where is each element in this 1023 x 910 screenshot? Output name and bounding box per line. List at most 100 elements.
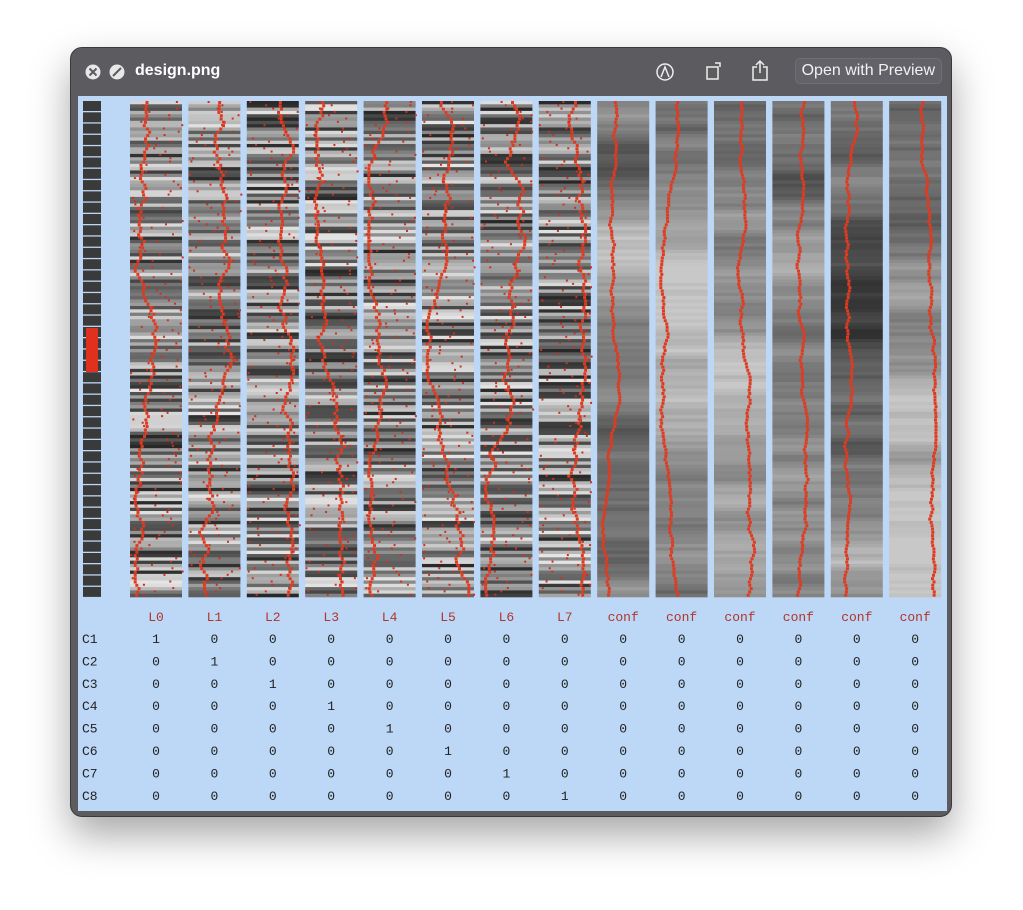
carpet-stripe bbox=[363, 315, 416, 320]
trace-dot bbox=[740, 127, 744, 131]
trace-dot bbox=[506, 587, 509, 590]
trace-dot bbox=[222, 249, 226, 253]
trace-dot bbox=[608, 474, 612, 478]
trace-dot bbox=[496, 441, 500, 445]
carpet-stripe bbox=[714, 358, 766, 363]
trace-dot bbox=[214, 524, 217, 527]
carpet-stripe bbox=[305, 177, 358, 181]
carpet-stripe bbox=[772, 527, 825, 532]
carpet-stripe bbox=[246, 246, 299, 251]
slice-cell bbox=[83, 406, 101, 417]
trace-dot bbox=[295, 180, 298, 183]
carpet-stripe bbox=[538, 216, 591, 221]
trace-dot bbox=[285, 322, 288, 325]
markup-button[interactable] bbox=[656, 63, 674, 81]
carpet-stripe bbox=[830, 236, 883, 241]
carpet-column bbox=[538, 101, 593, 598]
carpet-stripe bbox=[480, 501, 533, 505]
carpet-stripe bbox=[246, 312, 299, 317]
image-content: L0 L1 L2 L3 L4 L5 L6 L7 conf conf conf conf conf conf… bbox=[78, 96, 947, 811]
carpet-stripe bbox=[422, 332, 474, 337]
carpet-stripe bbox=[246, 104, 299, 108]
trace-dot bbox=[520, 395, 523, 398]
trace-dot bbox=[611, 200, 615, 204]
trace-dot bbox=[668, 524, 672, 528]
trace-dot bbox=[315, 140, 319, 144]
trace-dot bbox=[585, 573, 588, 576]
trace-dot bbox=[313, 431, 316, 434]
carpet-stripe bbox=[597, 259, 650, 264]
carpet-stripe bbox=[714, 229, 766, 234]
trace-dot bbox=[264, 560, 267, 563]
trace-dot bbox=[280, 259, 284, 263]
carpet-stripe bbox=[422, 517, 474, 522]
trace-dot bbox=[339, 527, 343, 531]
trace-dot bbox=[394, 269, 397, 272]
carpet-stripe bbox=[130, 160, 182, 165]
trace-dot bbox=[445, 249, 449, 253]
trace-dot bbox=[601, 540, 605, 544]
trace-dot bbox=[806, 477, 810, 481]
trace-dot bbox=[433, 193, 436, 196]
carpet-stripe bbox=[480, 491, 533, 495]
trace-dot bbox=[609, 180, 613, 184]
trace-dot bbox=[144, 107, 148, 111]
trace-dot bbox=[158, 253, 161, 256]
carpet-stripe bbox=[655, 544, 708, 548]
trace-dot bbox=[339, 441, 343, 445]
trace-dot bbox=[745, 418, 749, 422]
trace-dot bbox=[661, 249, 665, 253]
carpet-stripe bbox=[772, 511, 825, 515]
trace-dot bbox=[284, 329, 288, 333]
carpet-stripe bbox=[480, 236, 533, 241]
trace-dot bbox=[447, 395, 450, 398]
carpet-stripe bbox=[480, 249, 533, 254]
trace-dot bbox=[522, 554, 525, 557]
trace-dot bbox=[749, 487, 753, 491]
trace-dot bbox=[510, 368, 513, 371]
rotate-button[interactable] bbox=[706, 66, 719, 80]
trace-dot bbox=[149, 368, 153, 372]
carpet-stripe bbox=[772, 411, 825, 416]
trace-dot bbox=[738, 319, 742, 323]
share-button[interactable] bbox=[752, 59, 768, 81]
trace-dot bbox=[290, 378, 294, 382]
carpet-stripe bbox=[363, 220, 416, 224]
trace-dot bbox=[321, 163, 324, 166]
trace-dot bbox=[288, 385, 292, 389]
trace-dot bbox=[444, 339, 447, 342]
trace-dot bbox=[748, 378, 752, 382]
carpet-stripe bbox=[538, 398, 591, 403]
carpet-stripe bbox=[305, 358, 358, 363]
trace-dot bbox=[217, 342, 220, 345]
carpet-stripe bbox=[597, 157, 650, 161]
trace-dot bbox=[610, 233, 614, 237]
trace-dot bbox=[506, 163, 510, 167]
carpet-stripe bbox=[714, 339, 766, 343]
trace-dot bbox=[393, 309, 396, 312]
carpet-stripe bbox=[772, 101, 825, 105]
carpet-stripe bbox=[714, 124, 766, 128]
carpet-stripe bbox=[305, 520, 358, 525]
trace-dot bbox=[376, 349, 380, 352]
trace-dot bbox=[281, 335, 284, 338]
carpet-stripe bbox=[655, 570, 708, 575]
trace-dot bbox=[288, 494, 292, 498]
trace-dot bbox=[739, 246, 743, 250]
trace-dot bbox=[524, 315, 527, 318]
trace-dot bbox=[133, 266, 137, 270]
trace-dot bbox=[588, 382, 591, 385]
carpet-stripe bbox=[830, 286, 883, 290]
trace-dot bbox=[659, 282, 663, 286]
carpet-stripe bbox=[480, 497, 533, 502]
trace-dot bbox=[802, 448, 806, 452]
trace-dot bbox=[510, 378, 513, 381]
trace-dot bbox=[579, 269, 583, 273]
trace-dot bbox=[223, 200, 227, 204]
open-with-preview-button[interactable]: Open with Preview bbox=[794, 58, 942, 84]
trace-dot bbox=[589, 544, 592, 547]
trace-dot bbox=[565, 279, 568, 282]
trace-dot bbox=[204, 520, 208, 524]
carpet-stripe bbox=[597, 153, 650, 158]
trace-dot bbox=[569, 408, 572, 411]
